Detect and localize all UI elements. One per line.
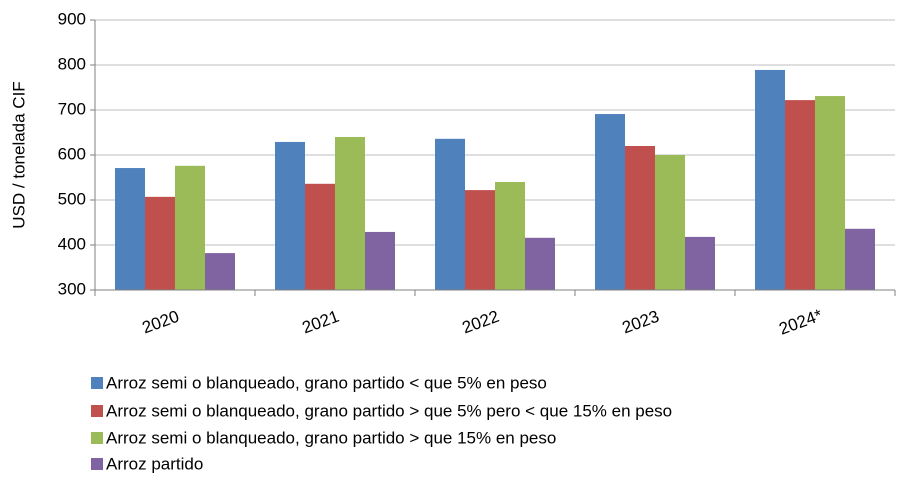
y-tick-label: 300 bbox=[58, 279, 86, 298]
bar bbox=[815, 96, 845, 290]
bar bbox=[435, 138, 465, 290]
legend-label: Arroz partido bbox=[106, 454, 203, 473]
legend-swatch bbox=[91, 458, 103, 470]
legend-label: Arroz semi o blanqueado, grano partido <… bbox=[106, 373, 547, 392]
y-axis-label: USD / tonelada CIF bbox=[9, 81, 28, 228]
bar bbox=[625, 146, 655, 290]
x-tick-label: 2020 bbox=[140, 307, 182, 338]
legend-swatch bbox=[91, 405, 103, 417]
bar bbox=[175, 165, 205, 290]
bar bbox=[685, 236, 715, 290]
bar bbox=[525, 237, 555, 290]
bar bbox=[465, 190, 495, 290]
bar bbox=[335, 137, 365, 290]
bar bbox=[755, 69, 785, 290]
bar bbox=[305, 183, 335, 290]
y-tick-label: 400 bbox=[58, 234, 86, 253]
x-tick-label: 2023 bbox=[620, 307, 662, 338]
x-tick-label: 2024* bbox=[777, 305, 826, 338]
y-tick-label: 600 bbox=[58, 144, 86, 163]
bar bbox=[275, 141, 305, 290]
y-tick-label: 800 bbox=[58, 54, 86, 73]
x-tick-label: 2022 bbox=[460, 307, 502, 338]
y-tick-label: 700 bbox=[58, 99, 86, 118]
legend-swatch bbox=[91, 377, 103, 389]
bar bbox=[595, 114, 625, 290]
legend-label: Arroz semi o blanqueado, grano partido >… bbox=[106, 401, 672, 420]
bar bbox=[655, 155, 685, 290]
bar bbox=[845, 228, 875, 290]
bar bbox=[115, 168, 145, 290]
y-tick-label: 900 bbox=[58, 9, 86, 28]
legend-label: Arroz semi o blanqueado, grano partido >… bbox=[106, 428, 556, 447]
y-tick-label: 500 bbox=[58, 189, 86, 208]
legend-swatch bbox=[91, 432, 103, 444]
x-tick-label: 2021 bbox=[300, 307, 342, 338]
bar bbox=[145, 196, 175, 290]
bar bbox=[785, 100, 815, 290]
bar bbox=[205, 253, 235, 290]
bar bbox=[495, 182, 525, 290]
bar bbox=[365, 231, 395, 290]
